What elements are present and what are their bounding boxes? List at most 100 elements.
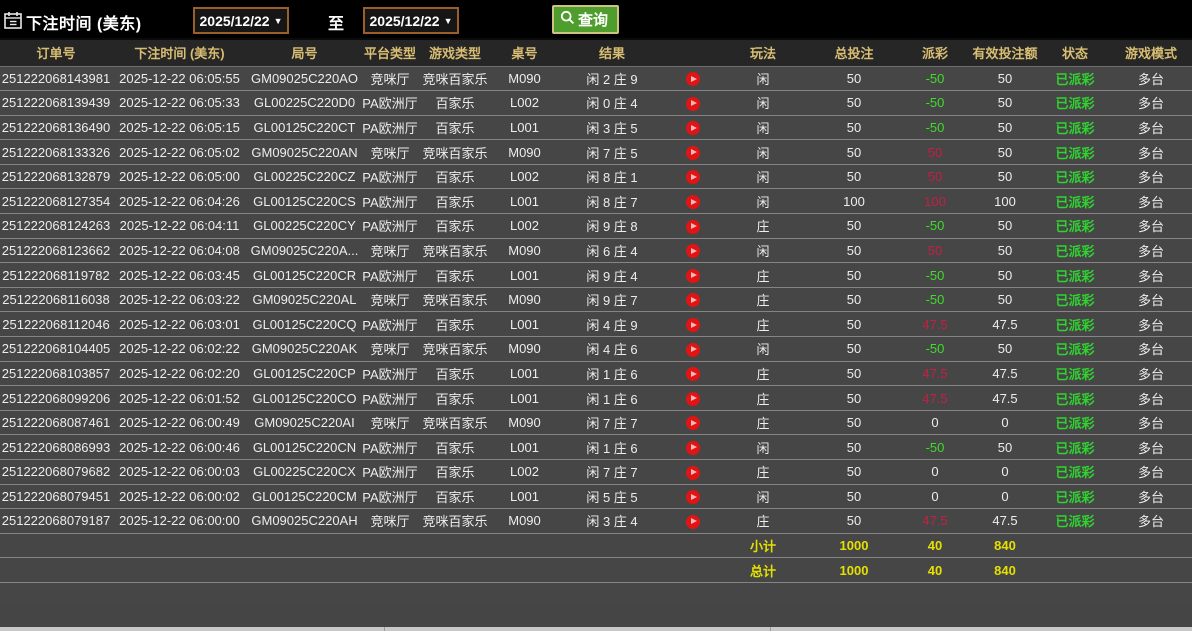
cell-result: 闲 1 庄 6 <box>557 434 667 460</box>
play-replay-button[interactable] <box>685 514 700 529</box>
cell-game-mode: 多台 <box>1110 311 1192 338</box>
cell-status: 已派彩 <box>1040 262 1110 288</box>
date-to-picker[interactable]: 2025/12/22 ▼ <box>363 7 459 34</box>
play-replay-button[interactable] <box>685 342 700 357</box>
cell-result: 闲 7 庄 7 <box>557 410 667 436</box>
column-header: 局号 <box>247 40 362 67</box>
play-replay-button[interactable] <box>685 440 700 455</box>
play-replay-button[interactable] <box>685 293 700 308</box>
cell-total-bet: 50 <box>808 311 900 338</box>
cell-result: 闲 3 庄 4 <box>557 508 667 534</box>
cell-valid-bet: 50 <box>970 90 1040 116</box>
cell-game-mode: 多台 <box>1110 434 1192 460</box>
cell-status: 已派彩 <box>1040 508 1110 534</box>
cell-result: 闲 0 庄 4 <box>557 90 667 116</box>
play-replay-button[interactable] <box>685 268 700 283</box>
cell-game-mode: 多台 <box>1110 508 1192 534</box>
cell-game-type: 百家乐 <box>418 164 492 190</box>
cell-table-no: L001 <box>492 188 557 215</box>
cell-valid-bet: 50 <box>970 139 1040 165</box>
play-replay-button[interactable] <box>685 391 700 406</box>
horizontal-scrollbar[interactable] <box>0 627 1192 631</box>
cell-bet-time: 2025-12-22 06:05:55 <box>112 66 247 92</box>
cell-order-id: 251222068079187 <box>0 508 112 534</box>
cell-status: 已派彩 <box>1040 311 1110 338</box>
cell-round-id: GL00125C220CO <box>247 385 362 411</box>
cell-bet-time: 2025-12-22 06:00:02 <box>112 484 247 510</box>
cell-platform: 竞咪厅 <box>362 508 418 534</box>
cell-table-no: L002 <box>492 90 557 116</box>
table-row: 251222068087461 2025-12-22 06:00:49 GM09… <box>0 410 1192 436</box>
cell-result: 闲 1 庄 6 <box>557 385 667 411</box>
cell-round-id: GL00125C220CN <box>247 434 362 460</box>
play-replay-button[interactable] <box>685 72 700 87</box>
column-header: 派彩 <box>900 40 970 67</box>
cell-game-type: 竞咪百家乐 <box>418 336 492 362</box>
cell-table-no: L001 <box>492 434 557 460</box>
cell-valid-bet: 50 <box>970 115 1040 141</box>
cell-result: 闲 8 庄 1 <box>557 164 667 190</box>
cell-table-no: L002 <box>492 164 557 190</box>
cell-order-id: 251222068104405 <box>0 336 112 362</box>
cell-game-type: 百家乐 <box>418 459 492 485</box>
table-row: 251222068086993 2025-12-22 06:00:46 GL00… <box>0 434 1192 460</box>
cell-bet-time: 2025-12-22 06:02:22 <box>112 336 247 362</box>
cell-bet-time: 2025-12-22 06:00:00 <box>112 508 247 534</box>
play-replay-button[interactable] <box>685 367 700 382</box>
cell-replay <box>667 90 718 116</box>
query-button[interactable]: 查询 <box>552 5 620 34</box>
cell-table-no: L002 <box>492 213 557 239</box>
cell-order-id: 251222068119782 <box>0 262 112 288</box>
play-replay-button[interactable] <box>685 219 700 234</box>
table-header: 订单号 下注时间 (美东) 局号 平台类型 游戏类型 桌号 结果 玩法 总投注 派彩 有效投注额 状态… <box>0 40 1192 67</box>
cell-valid-bet: 50 <box>970 66 1040 92</box>
column-header: 桌号 <box>492 40 557 67</box>
play-replay-button[interactable] <box>685 244 700 259</box>
play-replay-button[interactable] <box>685 416 700 431</box>
table-row: 251222068079451 2025-12-22 06:00:02 GL00… <box>0 484 1192 510</box>
cell-total-bet: 50 <box>808 459 900 485</box>
cell-total-bet: 50 <box>808 139 900 165</box>
cell-order-id: 251222068116038 <box>0 287 112 313</box>
play-replay-button[interactable] <box>685 490 700 505</box>
play-replay-button[interactable] <box>685 96 700 111</box>
cell-valid-bet: 0 <box>970 484 1040 510</box>
table-row: 251222068124263 2025-12-22 06:04:11 GL00… <box>0 213 1192 239</box>
cell-result: 闲 1 庄 6 <box>557 361 667 387</box>
cell-game-type: 百家乐 <box>418 385 492 411</box>
cell-platform: 竞咪厅 <box>362 139 418 165</box>
column-header: 游戏模式 <box>1110 40 1192 67</box>
cell-round-id: GL00125C220CT <box>247 115 362 141</box>
cell-bet-time: 2025-12-22 06:05:00 <box>112 164 247 190</box>
play-replay-button[interactable] <box>685 465 700 480</box>
table-row: 251222068112046 2025-12-22 06:03:01 GL00… <box>0 311 1192 338</box>
cell-valid-bet: 50 <box>970 434 1040 460</box>
date-from-picker[interactable]: 2025/12/22 ▼ <box>193 7 289 34</box>
cell-status: 已派彩 <box>1040 434 1110 460</box>
cell-table-no: M090 <box>492 336 557 362</box>
cell-payout: 0 <box>900 484 970 510</box>
play-replay-button[interactable] <box>685 145 700 160</box>
cell-table-no: L002 <box>492 459 557 485</box>
play-replay-button[interactable] <box>685 121 700 136</box>
cell-payout: 0 <box>900 410 970 436</box>
cell-status: 已派彩 <box>1040 287 1110 313</box>
cell-payout: -50 <box>900 115 970 141</box>
cell-round-id: GL00225C220CY <box>247 213 362 239</box>
cell-total-bet: 50 <box>808 164 900 190</box>
cell-round-id: GL00125C220CM <box>247 484 362 510</box>
cell-bet-on: 庄 <box>718 311 808 338</box>
cell-result: 闲 6 庄 4 <box>557 238 667 264</box>
play-replay-button[interactable] <box>685 170 700 185</box>
cell-replay <box>667 238 718 264</box>
play-replay-button[interactable] <box>685 195 700 210</box>
play-replay-button[interactable] <box>685 318 700 333</box>
total-total-bet: 1000 <box>808 557 900 583</box>
cell-game-type: 百家乐 <box>418 311 492 338</box>
total-label: 总计 <box>718 557 808 583</box>
subtotal-valid-bet: 840 <box>970 533 1040 559</box>
cell-replay <box>667 459 718 485</box>
cell-round-id: GM09025C220AN <box>247 139 362 165</box>
cell-platform: PA欧洲厅 <box>362 115 418 141</box>
cell-game-type: 百家乐 <box>418 262 492 288</box>
